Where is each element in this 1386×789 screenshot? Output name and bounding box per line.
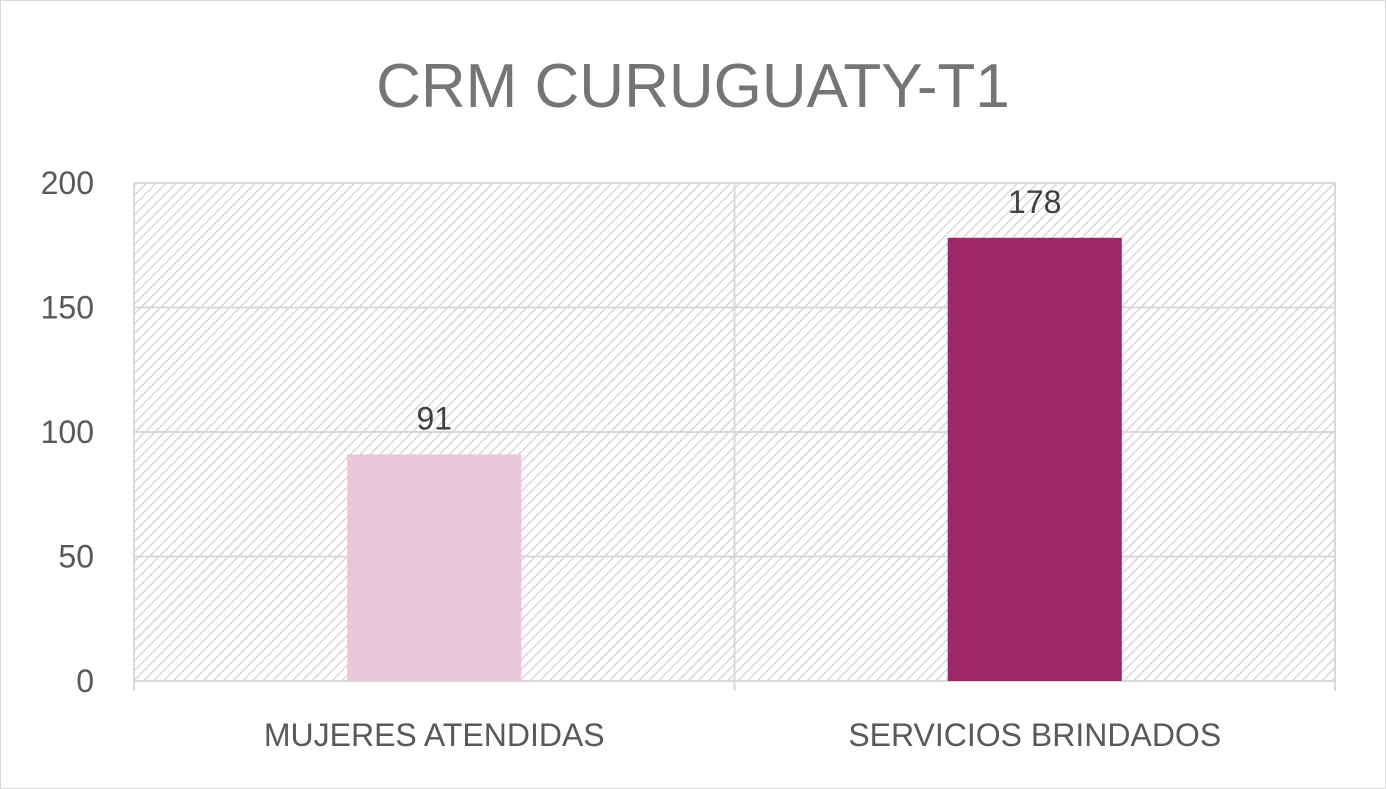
y-tick-label: 50 <box>58 539 94 575</box>
y-tick-label: 200 <box>41 165 94 201</box>
bar-2 <box>947 237 1122 681</box>
bars <box>347 237 1122 681</box>
data-label-1: 91 <box>416 400 452 436</box>
bar-1 <box>347 454 522 681</box>
data-label-2: 178 <box>1008 184 1061 220</box>
chart-title: CRM CURUGUATY-T1 <box>376 52 1010 121</box>
gridlines <box>133 182 1336 691</box>
x-axis-category-labels: MUJERES ATENDIDAS SERVICIOS BRINDADOS <box>264 717 1221 753</box>
y-tick-label: 0 <box>76 663 94 699</box>
y-tick-label: 150 <box>41 290 94 326</box>
category-label-1: MUJERES ATENDIDAS <box>264 717 605 753</box>
y-axis-tick-labels: 0 50 100 150 200 <box>41 165 94 699</box>
y-tick-label: 100 <box>41 414 94 450</box>
category-label-2: SERVICIOS BRINDADOS <box>848 717 1221 753</box>
data-labels: 91 178 <box>416 184 1061 437</box>
